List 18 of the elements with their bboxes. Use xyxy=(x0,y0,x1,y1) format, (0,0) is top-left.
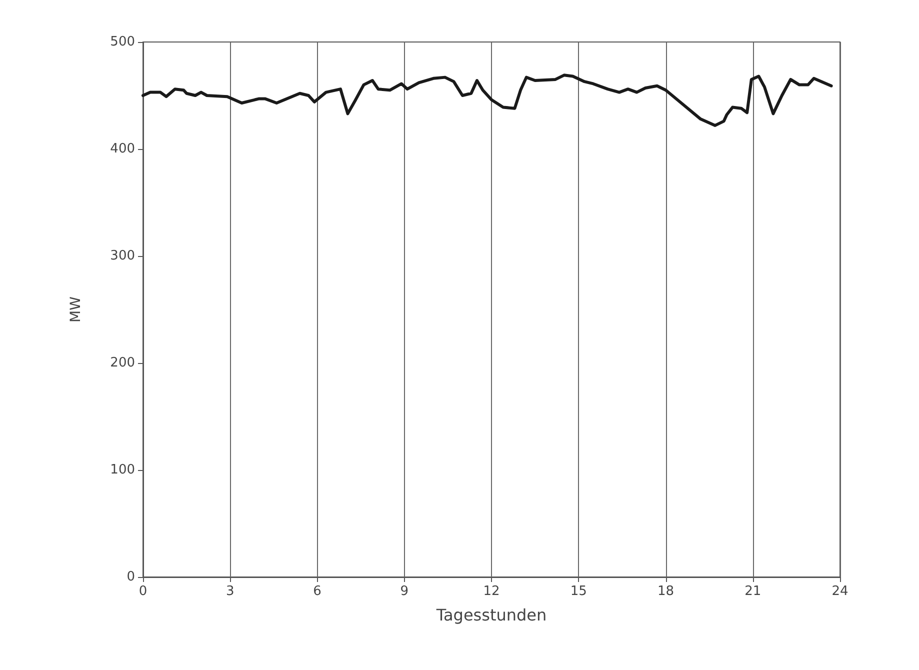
x-tick-label: 12 xyxy=(483,584,500,599)
line-series xyxy=(142,74,833,127)
x-tick-label: 9 xyxy=(400,584,409,599)
x-tick-label: 0 xyxy=(138,584,148,599)
y-tick-label: 100 xyxy=(110,462,135,478)
y-axis-title: MW xyxy=(68,296,84,322)
x-tick-label: 3 xyxy=(226,584,234,599)
x-axis-title: Tagesstunden xyxy=(435,606,547,624)
x-tick-label: 6 xyxy=(313,584,322,599)
y-tick-label: 0 xyxy=(126,570,135,584)
y-tick-label: 200 xyxy=(110,356,135,370)
y-tick-label: 300 xyxy=(110,248,135,264)
y-tick-label: 400 xyxy=(110,142,135,156)
y-tick-label: 500 xyxy=(110,34,135,50)
x-tick-label: 15 xyxy=(570,584,587,599)
x-tick-label: 18 xyxy=(657,584,674,599)
x-tick-label: 24 xyxy=(832,584,848,599)
x-tick-label: 21 xyxy=(744,584,762,599)
